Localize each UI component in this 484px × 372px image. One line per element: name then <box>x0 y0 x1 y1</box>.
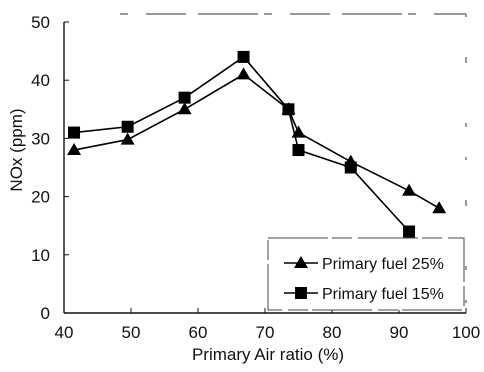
data-point-triangle <box>177 102 192 115</box>
series-1 <box>67 67 447 214</box>
data-point-triangle <box>402 183 417 196</box>
data-point-triangle <box>120 132 135 145</box>
x-tick-label: 80 <box>323 323 342 342</box>
legend-label-15: Primary fuel 15% <box>322 286 444 303</box>
x-tick-label: 90 <box>390 323 409 342</box>
series-layer <box>67 50 447 238</box>
legend-label-25: Primary fuel 25% <box>322 256 444 273</box>
y-tick-labels: 0 10 20 30 40 50 <box>31 13 69 323</box>
x-tick-label: 60 <box>189 323 208 342</box>
data-point-square <box>237 50 250 63</box>
series-line <box>73 55 410 233</box>
data-point-square <box>178 91 191 104</box>
data-point-square <box>282 103 295 116</box>
data-point-triangle <box>432 201 447 214</box>
data-point-square <box>292 144 305 157</box>
legend-marker-triangle <box>294 256 308 268</box>
y-tick-label: 10 <box>31 246 50 265</box>
y-tick-label: 50 <box>31 13 50 32</box>
x-tick-labels: 40 50 60 70 80 90 100 <box>55 308 480 342</box>
y-tick-label: 30 <box>31 129 50 148</box>
legend: Primary fuel 25% Primary fuel 15% <box>267 237 465 311</box>
y-tick-label: 20 <box>31 188 50 207</box>
y-tick-label: 40 <box>31 71 50 90</box>
legend-marker-square <box>295 287 307 299</box>
data-point-square <box>68 126 81 139</box>
x-tick-label: 40 <box>55 323 74 342</box>
data-point-square <box>403 225 416 238</box>
data-point-square <box>121 120 134 133</box>
x-tick-label: 70 <box>256 323 275 342</box>
y-axis-title: NOx (ppm) <box>7 108 26 191</box>
series-2 <box>68 50 416 238</box>
x-tick-label: 100 <box>452 323 480 342</box>
data-point-triangle <box>67 143 82 156</box>
y-tick-label: 0 <box>41 304 50 323</box>
x-tick-label: 50 <box>122 323 141 342</box>
data-point-triangle <box>236 67 251 80</box>
data-point-square <box>344 161 357 174</box>
x-axis-title: Primary Air ratio (%) <box>192 345 344 364</box>
